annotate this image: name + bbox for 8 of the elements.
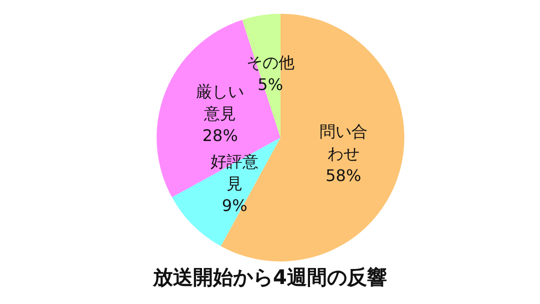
slice-label: 厳しい意見 [196,82,244,124]
slice-label: その他 [246,52,294,72]
data-label: 5% [258,74,284,94]
data-label: 28% [202,126,238,146]
data-label: 58% [326,166,362,186]
slice-label: 問い合わせ [319,122,368,164]
text: 放送開始から4週間の反響 [152,265,387,289]
slice-label: 好評意見 [210,152,259,194]
